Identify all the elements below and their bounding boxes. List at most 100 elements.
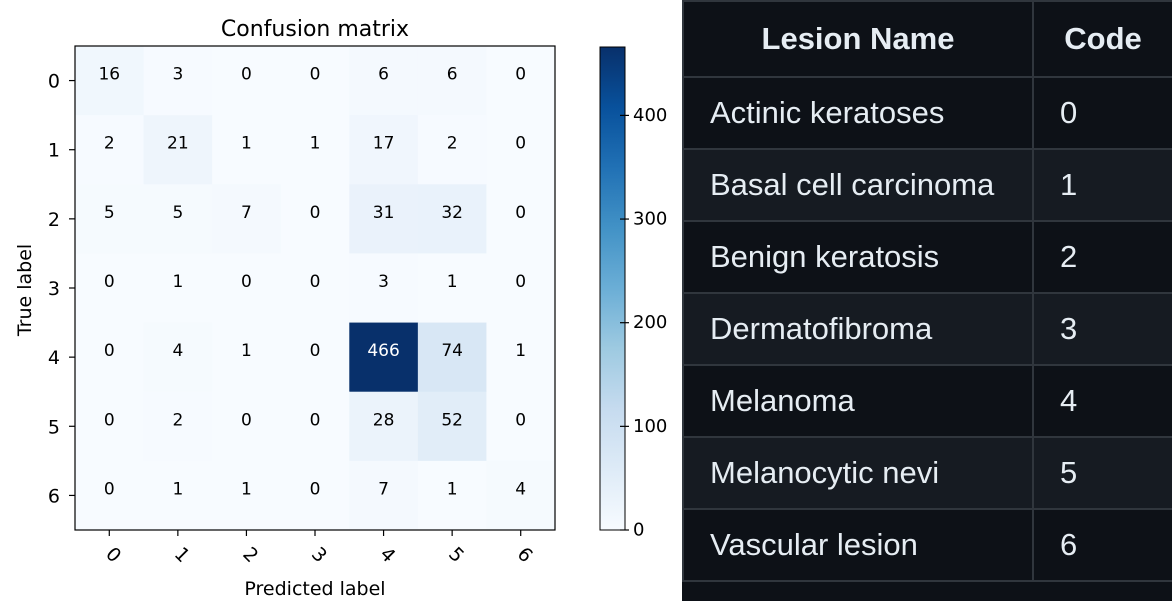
matrix-cell (280, 115, 350, 185)
lesion-name-cell: Dermatofibroma (682, 292, 1034, 366)
x-tick-label: 6 (513, 543, 537, 567)
matrix-cell-value: 0 (241, 410, 252, 430)
matrix-cell-value: 466 (367, 341, 399, 361)
colorbar-tick-label: 0 (633, 520, 644, 541)
lesion-name-cell: Melanoma (682, 364, 1034, 438)
matrix-cell (486, 460, 556, 531)
matrix-cell-value: 3 (172, 65, 183, 85)
matrix-cell-value: 52 (441, 410, 463, 430)
lesion-code-cell: 0 (1032, 76, 1172, 150)
matrix-cell-value: 0 (241, 272, 252, 292)
y-tick-label: 6 (48, 485, 60, 507)
matrix-cell-value: 0 (515, 134, 526, 154)
matrix-cell (143, 46, 213, 116)
y-tick-label: 4 (48, 347, 60, 369)
matrix-cell-value: 1 (241, 479, 252, 499)
matrix-cell-value: 17 (373, 134, 395, 154)
matrix-cell (212, 391, 282, 462)
confusion-matrix-chart: 16 3 0 0 6 6 02 21 1 1 17 2 05 5 7 0 31 32 00 1 0 0 3 1 00 4 1 0 466… (14, 17, 667, 600)
matrix-cell (486, 46, 556, 116)
matrix-cell (486, 184, 556, 254)
matrix-cell (143, 253, 213, 324)
matrix-cell (280, 46, 350, 116)
matrix-cell-value: 2 (447, 134, 458, 154)
matrix-cell-value: 21 (167, 134, 189, 154)
matrix-cell-value: 0 (310, 65, 321, 85)
matrix-cell-value: 5 (104, 203, 115, 223)
y-tick-label: 0 (48, 71, 60, 93)
colorbar-tick-label: 200 (633, 312, 667, 333)
matrix-cell (280, 391, 350, 462)
matrix-cell-value: 6 (447, 65, 458, 85)
matrix-cell-value: 0 (310, 479, 321, 499)
matrix-cell-value: 16 (98, 65, 120, 85)
matrix-cell-value: 28 (373, 410, 395, 430)
matrix-cell (349, 391, 419, 462)
lesion-name-cell: Actinic keratoses (682, 76, 1034, 150)
matrix-cell-value: 4 (515, 479, 526, 499)
matrix-cell (212, 184, 282, 254)
matrix-cell (486, 115, 556, 185)
header-lesion-name: Lesion Name (682, 0, 1034, 78)
matrix-cell-value: 1 (172, 272, 183, 292)
matrix-cell (280, 322, 350, 393)
x-tick-label: 2 (238, 543, 262, 567)
x-tick-label: 3 (307, 543, 331, 567)
matrix-cell (486, 391, 556, 462)
table-row: Melanocytic nevi 5 (682, 436, 1172, 510)
matrix-cell-value: 1 (310, 134, 321, 154)
colorbar-tick-label: 300 (633, 209, 667, 230)
x-axis-label: Predicted label (244, 578, 385, 600)
matrix-cell-value: 0 (104, 341, 115, 361)
matrix-cell-value: 0 (515, 203, 526, 223)
matrix-cell-value: 0 (310, 410, 321, 430)
matrix-cell-value: 32 (441, 203, 463, 223)
matrix-cell (417, 391, 487, 462)
confusion-matrix-figure: 16 3 0 0 6 6 0 2 21 1 1 17 2 0 5 5 7 0 31 32 0 0 1 0 0 3 1 0 0 4 1 0 466… (14, 17, 668, 600)
matrix-cell (486, 322, 556, 393)
matrix-cell-value: 2 (172, 410, 183, 430)
lesion-code-cell: 3 (1032, 292, 1172, 366)
lesion-name-cell: Benign keratosis (682, 220, 1034, 294)
chart-title: Confusion matrix (221, 17, 409, 42)
colorbar (599, 46, 626, 531)
matrix-cell-value: 0 (515, 272, 526, 292)
matrix-cell (212, 46, 282, 116)
matrix-cell-value: 1 (241, 341, 252, 361)
lesion-code-table-panel: Lesion Name Code Actinic keratoses 0 Bas… (682, 0, 1172, 601)
matrix-cell-value: 6 (378, 65, 389, 85)
table-row: Benign keratosis 2 (682, 220, 1172, 294)
matrix-cell-value: 0 (515, 410, 526, 430)
matrix-cell (417, 322, 487, 393)
matrix-cell (212, 115, 282, 185)
matrix-cell (212, 253, 282, 324)
lesion-code-cell: 5 (1032, 436, 1172, 510)
matrix-cell (212, 322, 282, 393)
y-axis-label: True label (14, 244, 36, 337)
lesion-name-cell: Vascular lesion (682, 508, 1034, 582)
lesion-code-cell: 2 (1032, 220, 1172, 294)
matrix-cell (417, 46, 487, 116)
matrix-cell (212, 460, 282, 531)
matrix-cell (349, 115, 419, 185)
y-tick-label: 1 (48, 140, 60, 162)
x-tick-label: 5 (444, 543, 468, 567)
table-header-row: Lesion Name Code (682, 0, 1172, 78)
y-tick-label: 2 (48, 209, 60, 231)
x-tick-label: 4 (376, 543, 400, 567)
y-tick-label: 3 (48, 278, 60, 300)
matrix-cell-value: 0 (310, 203, 321, 223)
x-tick-label: 1 (170, 543, 194, 567)
matrix-cell-value: 5 (172, 203, 183, 223)
table-row: Vascular lesion 6 (682, 508, 1172, 582)
matrix-cell-value: 0 (104, 272, 115, 292)
matrix-cell (280, 460, 350, 531)
matrix-cell-value: 0 (515, 65, 526, 85)
lesion-code-cell: 4 (1032, 364, 1172, 438)
matrix-cell (75, 460, 145, 531)
matrix-cell (143, 115, 213, 185)
table-row: Basal cell carcinoma 1 (682, 148, 1172, 222)
lesion-name-cell: Basal cell carcinoma (682, 148, 1034, 222)
matrix-cell (417, 184, 487, 254)
matrix-cell (417, 115, 487, 185)
